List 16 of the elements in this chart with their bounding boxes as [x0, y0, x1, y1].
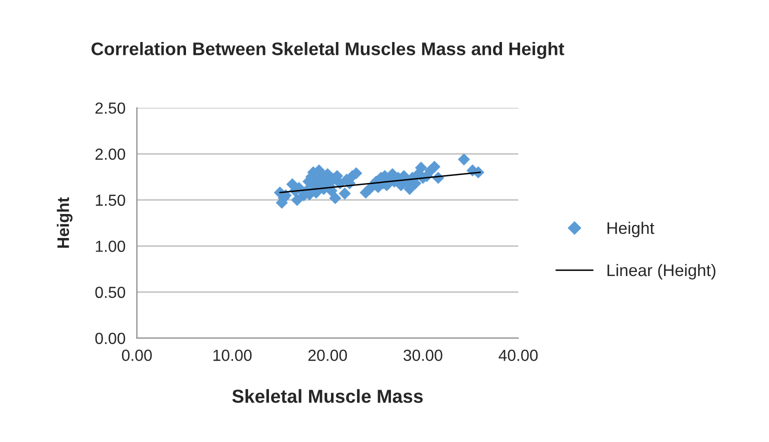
x-tick-label: 10.00	[213, 350, 252, 361]
y-tick-label: 1.00	[96, 240, 126, 252]
legend-label: Linear (Height)	[608, 264, 716, 280]
y-tick-label: 1.50	[96, 194, 126, 206]
x-tick-label: 0.00	[122, 350, 152, 361]
chart-title: Correlation Between Skeletal Muscles Mass and Height	[92, 42, 564, 59]
y-tick-label: 2.50	[95, 102, 126, 114]
x-axis-title: Skeletal Muscle Mass	[232, 389, 423, 403]
y-tick-label: 0.00	[95, 332, 126, 344]
x-tick-label: 20.00	[308, 350, 347, 361]
y-axis-title: Height	[56, 197, 72, 248]
y-tick-label: 2.00	[95, 148, 126, 160]
x-tick-label: 40.00	[498, 350, 538, 361]
legend-label: Height	[608, 222, 654, 238]
y-tick-label: 0.50	[95, 286, 126, 298]
x-tick-label: 30.00	[404, 350, 442, 361]
